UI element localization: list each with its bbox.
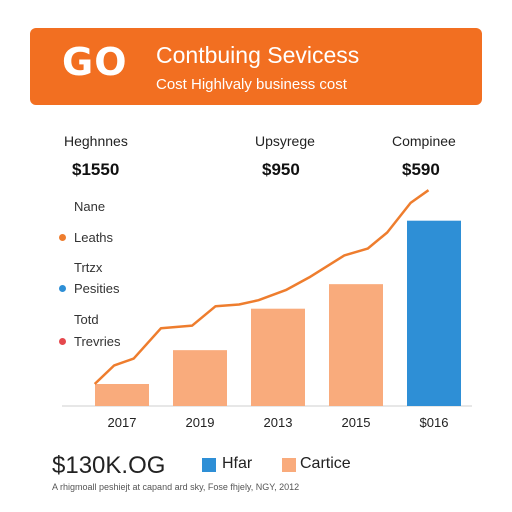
banner-title: Contbuing Sevicess [156, 42, 360, 68]
x-tick-label-1: 2019 [186, 415, 215, 430]
footer-legend-swatch-cartice [282, 458, 296, 472]
total-value: $130K.OG [52, 452, 166, 479]
x-tick-label-3: 2015 [342, 415, 371, 430]
footnote: A rhigmoall peshiejt at capand ard sky, … [52, 482, 300, 492]
stat-label-1: Heghnnes [64, 133, 128, 149]
stat-value-2: $950 [262, 160, 300, 179]
stat-label-2: Upsyrege [255, 133, 315, 149]
bar-0 [95, 384, 149, 406]
legend-dot-trevries [59, 338, 66, 345]
bar-2 [251, 308, 305, 406]
legend-dot-pesities [59, 285, 66, 292]
logo: GO [62, 40, 128, 84]
footer-legend-label-hfar: Hfar [222, 455, 253, 472]
banner-subtitle: Cost Highlvaly business cost [156, 76, 347, 93]
stat-label-3: Compinee [392, 133, 456, 149]
bar-1 [173, 350, 227, 406]
footer-legend-label-cartice: Cartice [300, 455, 351, 472]
legend-label-pesities: Pesities [74, 281, 120, 296]
bar-4 [407, 220, 461, 406]
footer-legend-swatch-hfar [202, 458, 216, 472]
bar-3 [329, 284, 383, 406]
x-tick-label-4: $016 [420, 415, 449, 430]
header-banner: GO Contbuing Sevicess Cost Highlvaly bus… [30, 28, 482, 105]
side-heading-3: Totd [74, 312, 99, 327]
x-tick-label-2: 2013 [264, 415, 293, 430]
side-heading-1: Nane [74, 199, 106, 214]
stat-value-1: $1550 [72, 160, 120, 179]
side-heading-2: Trtzx [74, 260, 103, 275]
trend-line [93, 189, 430, 385]
legend-label-trevries: Trevries [74, 334, 121, 349]
legend-dot-leaths [59, 234, 66, 241]
x-tick-label-0: 2017 [108, 415, 137, 430]
stat-value-3: $590 [402, 160, 440, 179]
bar-line-chart: 2017 2019 2013 2015 $016 [62, 189, 472, 430]
legend-label-leaths: Leaths [74, 230, 114, 245]
